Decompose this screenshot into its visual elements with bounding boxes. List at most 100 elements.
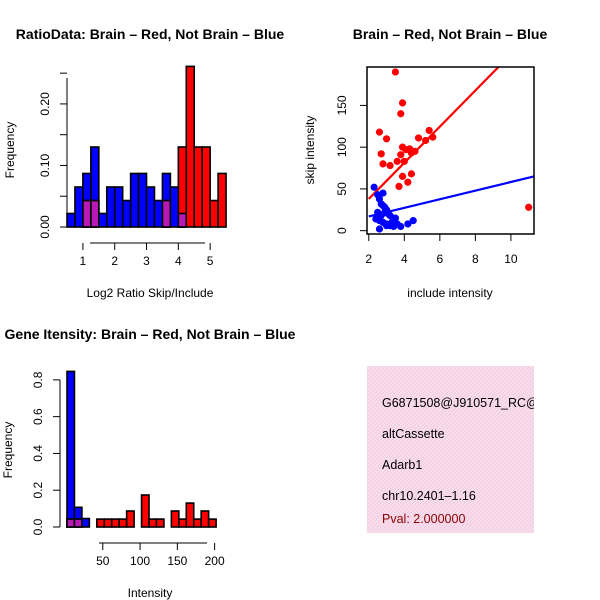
gene-intensity-bar-brain — [207, 518, 217, 528]
scatter-y-ticks: 0 50 100 150 — [335, 95, 367, 234]
ratio-x-ticks: 1 2 3 4 5 — [80, 243, 214, 268]
scatter-y-tick-label: 100 — [335, 137, 349, 157]
ratio-bar-brain — [185, 65, 196, 228]
gene-intensity-bar-brain — [155, 518, 165, 528]
scatter-x-tick-label: 8 — [472, 252, 479, 266]
gene-intensity-bar-brain — [118, 518, 128, 528]
gene-intensity-x-tick-label: 200 — [205, 554, 225, 568]
scatter-points — [370, 68, 533, 233]
gene-intensity-bar-brain — [96, 518, 106, 528]
gene-intensity-bar-brain — [192, 518, 202, 528]
scatter-point-brain — [398, 172, 407, 180]
ratio-bar-overlap — [177, 212, 188, 228]
ratio-bar-not-brain — [129, 172, 140, 228]
gene-intensity-bar-brain — [200, 510, 210, 528]
info-pval: Pval: 2.000000 — [382, 512, 465, 526]
ratio-y-tick-label: 0.00 — [38, 215, 52, 239]
ratio-bar-not-brain — [98, 212, 108, 228]
gene-intensity-bar-brain — [140, 494, 150, 528]
intensity-scatter-panel: Brain – Red, Not Brain – Blue 2 4 6 8 10 0 50… — [303, 26, 547, 300]
scatter-y-tick-label: 50 — [335, 182, 349, 196]
scatter-fit-lines — [367, 67, 534, 218]
ratio-y-ticks: 0.00 0.10 0.20 — [38, 72, 67, 239]
gene-intensity-x-tick-label: 50 — [96, 554, 110, 568]
scatter-point-not-brain — [384, 210, 392, 218]
scatter-x-ticks: 2 4 6 8 10 — [365, 234, 518, 266]
gene-intensity-y-tick-label: 0.8 — [31, 371, 45, 388]
ratio-y-label: Frequency — [3, 122, 17, 179]
scatter-point-brain — [397, 110, 405, 118]
fit-line-brain — [367, 67, 500, 200]
gene-intensity-bar-brain — [103, 518, 113, 528]
gene-intensity-y-tick-label: 0.4 — [31, 445, 45, 462]
scatter-y-tick-label: 0 — [335, 227, 349, 234]
gene-intensity-y-tick-label: 0.6 — [31, 408, 45, 425]
scatter-x-tick-label: 4 — [401, 252, 408, 266]
scatter-point-brain — [414, 134, 423, 142]
scatter-x-tick-label: 6 — [436, 252, 443, 266]
gene-intensity-bar-brain — [148, 518, 158, 528]
scatter-point-brain — [395, 182, 403, 191]
gene-intensity-y-label: Frequency — [1, 422, 15, 479]
scatter-point-brain — [397, 151, 405, 159]
ratio-x-tick-label: 1 — [80, 254, 87, 268]
gene-intensity-bar-brain — [178, 518, 188, 528]
ratio-bar-overlap — [90, 199, 100, 228]
scatter-plot-area — [367, 67, 534, 233]
scatter-x-label: include intensity — [407, 286, 492, 300]
ratio-x-tick-label: 3 — [143, 254, 150, 268]
ratio-y-tick-label: 0.20 — [38, 92, 52, 116]
scatter-point-brain — [525, 203, 533, 211]
ratio-bar-not-brain — [169, 186, 180, 228]
scatter-point-not-brain — [409, 217, 417, 225]
gene-intensity-bar-brain — [185, 502, 195, 528]
scatter-point-brain — [393, 157, 401, 165]
ratio-bar-brain — [201, 146, 211, 228]
info-location: chr10.2401–1.16 — [382, 489, 476, 503]
ratio-histogram-panel: RatioData: Brain – Red, Not Brain – Blue… — [3, 26, 284, 300]
gene-intensity-bar-not-brain — [66, 370, 76, 528]
scatter-point-brain — [382, 135, 391, 143]
scatter-point-brain — [404, 178, 412, 186]
scatter-point-brain — [379, 160, 387, 168]
scatter-frame — [366, 66, 535, 235]
gene-intensity-bar-brain — [110, 518, 120, 528]
scatter-point-brain — [377, 150, 385, 158]
gene-intensity-bars — [66, 370, 217, 528]
info-event-type: altCassette — [382, 427, 445, 441]
scatter-point-not-brain — [370, 183, 378, 191]
ratio-x-label: Log2 Ratio Skip/Include — [87, 286, 214, 300]
gene-intensity-x-ticks: 50 100 150 200 — [96, 543, 225, 568]
scatter-point-not-brain — [377, 212, 385, 220]
info-probe-id: G6871508@J910571_RC@j_at — [382, 396, 559, 410]
scatter-point-not-brain — [391, 214, 400, 222]
scatter-point-brain — [425, 126, 433, 135]
ratio-bar-brain — [193, 146, 203, 228]
gene-intensity-y-tick-label: 0.0 — [31, 518, 45, 535]
gene-intensity-y-ticks: 0.0 0.2 0.4 0.6 0.8 — [31, 371, 60, 535]
scatter-point-brain — [429, 133, 437, 141]
ratio-bar-brain — [217, 172, 227, 228]
ratio-bar-overlap — [82, 199, 92, 228]
scatter-point-not-brain — [397, 222, 405, 231]
info-panel-background — [367, 366, 534, 533]
ratio-y-tick-label: 0.10 — [38, 153, 52, 177]
gene-intensity-x-tick-label: 150 — [167, 554, 187, 568]
scatter-point-brain — [375, 128, 384, 136]
scatter-point-brain — [422, 136, 430, 145]
scatter-y-label: skip intensity — [303, 116, 317, 185]
ratio-bar-not-brain — [121, 199, 132, 228]
scatter-point-not-brain — [375, 225, 384, 233]
info-panel-clip: G6871508@J910571_RC@j_at altCassette Ada… — [382, 396, 559, 526]
ratio-bar-not-brain — [66, 212, 76, 228]
fit-line-not-brain — [368, 175, 534, 218]
gene-intensity-histogram-panel: Gene Itensity: Brain – Red, Not Brain – … — [1, 326, 296, 600]
scatter-point-not-brain — [404, 220, 412, 228]
ratio-bar-not-brain — [74, 186, 84, 228]
scatter-chart-title: Brain – Red, Not Brain – Blue — [353, 26, 548, 42]
scatter-x-tick-label: 2 — [365, 252, 372, 266]
scatter-point-brain — [398, 99, 407, 107]
gene-intensity-bar-not-brain — [81, 517, 91, 528]
gene-intensity-bar-brain — [170, 510, 180, 528]
